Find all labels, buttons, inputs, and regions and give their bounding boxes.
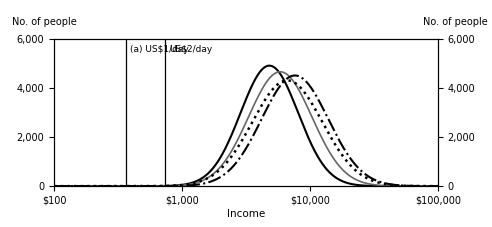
X-axis label: Income: Income: [227, 209, 265, 219]
Text: No. of people: No. of people: [12, 17, 77, 27]
Text: No. of people: No. of people: [423, 17, 488, 27]
Text: (a) US$1/day: (a) US$1/day: [130, 45, 189, 54]
Text: US$2/day: US$2/day: [169, 45, 212, 54]
